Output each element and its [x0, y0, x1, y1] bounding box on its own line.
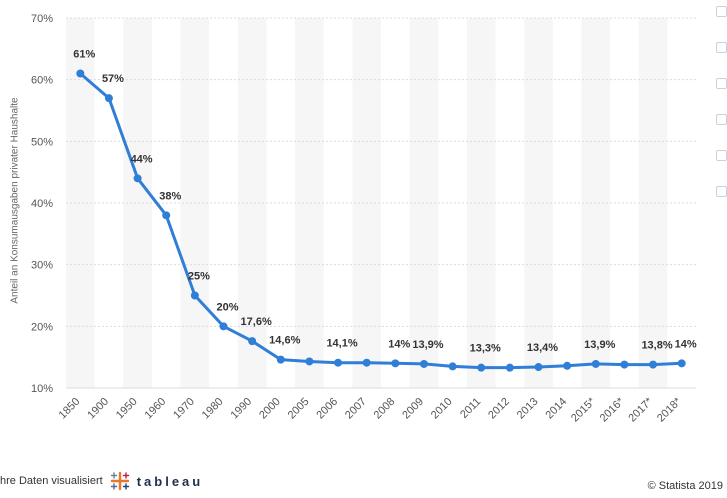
y-tick-label: 30%	[31, 260, 53, 272]
x-tick-label: 2014	[543, 396, 569, 422]
data-point	[276, 355, 285, 364]
data-point	[248, 337, 257, 346]
x-tick-label: 2009	[400, 396, 426, 422]
x-tick-label: 1950	[114, 396, 140, 422]
y-tick-label: 20%	[31, 321, 53, 333]
data-label: 17,6%	[241, 316, 272, 328]
data-label: 14%	[388, 338, 410, 350]
x-tick-label: 2013	[515, 396, 541, 422]
tableau-logo-icon	[110, 471, 129, 491]
data-label: 13,8%	[641, 340, 672, 352]
notification-icon[interactable]	[716, 42, 727, 53]
data-label: 13,3%	[470, 343, 501, 355]
data-point	[305, 357, 314, 366]
x-tick-label: 2005	[286, 396, 312, 422]
tableau-credit-text: hre Daten visualisiert	[0, 475, 103, 487]
data-point	[448, 362, 457, 371]
data-point	[563, 361, 572, 370]
data-label: 14,1%	[326, 338, 357, 350]
data-label: 25%	[188, 271, 210, 283]
data-label: 61%	[73, 49, 95, 61]
data-label: 13,9%	[584, 339, 615, 351]
x-tick-label: 1960	[143, 396, 169, 422]
x-tick-label: 2007	[343, 396, 369, 422]
data-point	[505, 363, 514, 372]
data-point	[133, 174, 142, 183]
x-tick-label: 2008	[372, 396, 398, 422]
data-label: 14%	[675, 338, 697, 350]
data-label: 57%	[102, 73, 124, 85]
data-point	[76, 69, 85, 78]
x-tick-label: 2006	[314, 396, 340, 422]
x-tick-label: 1980	[200, 396, 226, 422]
quote-icon[interactable]	[716, 150, 727, 161]
x-tick-label: 2017*	[626, 395, 655, 424]
data-point	[104, 94, 113, 103]
x-tick-label: 1970	[171, 396, 197, 422]
data-point	[219, 322, 228, 331]
y-tick-label: 70%	[31, 13, 53, 25]
data-label: 44%	[131, 153, 153, 165]
data-point	[477, 363, 486, 372]
data-point	[362, 358, 371, 367]
x-tick-label: 2012	[486, 396, 512, 422]
y-tick-label: 50%	[31, 136, 53, 148]
data-point	[419, 359, 428, 368]
data-label: 38%	[159, 190, 181, 202]
data-label: 13,9%	[412, 339, 443, 351]
x-tick-label: 2016*	[598, 395, 627, 424]
x-tick-label: 1900	[85, 396, 111, 422]
y-axis-label: Anteil an Konsumausgaben privater Hausha…	[9, 97, 21, 304]
tableau-wordmark: tableau	[136, 473, 204, 489]
data-point	[162, 211, 171, 220]
y-tick-label: 10%	[31, 383, 53, 395]
print-icon[interactable]	[716, 186, 727, 197]
series-line	[78, 72, 684, 370]
statista-copyright[interactable]: © Statista 2019	[647, 480, 723, 492]
y-tick-label: 60%	[31, 75, 53, 87]
data-point	[190, 291, 199, 300]
data-label: 13,4%	[527, 342, 558, 354]
share-icon[interactable]	[716, 114, 727, 125]
x-tick-label: 2015*	[569, 395, 598, 424]
x-tick-label: 2011	[458, 396, 483, 421]
data-point	[620, 360, 629, 369]
bookmark-icon[interactable]	[716, 6, 727, 17]
x-tick-label: 2018*	[655, 395, 684, 424]
tableau-credit[interactable]: hre Daten visualisiert tableau	[0, 471, 203, 491]
data-point	[534, 363, 543, 372]
settings-icon[interactable]	[716, 78, 727, 89]
data-point	[391, 359, 400, 368]
x-tick-label: 1850	[57, 396, 83, 422]
data-point	[591, 359, 600, 368]
data-label: 20%	[216, 301, 238, 313]
side-toolbar	[712, 0, 727, 240]
data-point	[677, 359, 686, 368]
data-point	[649, 360, 658, 369]
x-tick-label: 1990	[228, 396, 254, 422]
data-label: 14,6%	[269, 335, 300, 347]
data-point	[334, 358, 343, 367]
x-tick-label: 2000	[257, 396, 283, 422]
y-tick-label: 40%	[31, 198, 53, 210]
x-tick-label: 2010	[429, 396, 455, 422]
